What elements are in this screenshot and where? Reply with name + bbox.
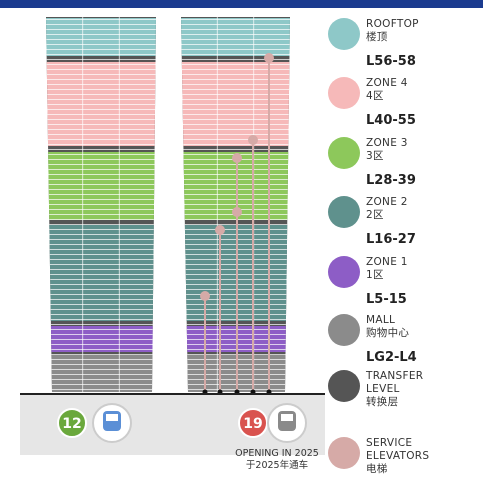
line-number: 19 — [243, 416, 262, 432]
legend-levels: L56-58 — [366, 54, 416, 69]
legend-swatch — [328, 196, 360, 228]
legend-item: ROOFTOP 楼顶 L56-58 — [328, 18, 478, 76]
floor-lines — [46, 17, 156, 392]
legend-label-cn: 购物中心 — [366, 327, 410, 339]
legend-label-cn: 电梯 — [366, 463, 388, 475]
legend-swatch — [328, 370, 360, 402]
legend-label: ZONE 3 — [366, 137, 408, 149]
legend-swatch — [328, 437, 360, 469]
legend-name: ZONE 1 1区 — [366, 256, 448, 282]
legend-name: ROOFTOP 楼顶 — [366, 18, 448, 44]
legend-levels: L5-15 — [366, 292, 407, 307]
elevator-stop — [232, 207, 242, 217]
legend-name: MALL 购物中心 — [366, 314, 448, 340]
legend-levels: L40-55 — [366, 113, 416, 128]
legend-label: TRANSFER LEVEL — [366, 370, 424, 395]
elevator-top — [200, 291, 210, 301]
legend-label: ZONE 1 — [366, 256, 408, 268]
legend-item: SERVICE ELEVATORS 电梯 — [328, 437, 478, 495]
elevator-top — [264, 53, 274, 63]
legend-item: MALL 购物中心 LG2-L4 — [328, 314, 478, 372]
tower-left — [46, 17, 156, 392]
elevator-top — [248, 135, 258, 145]
legend-levels: L16-27 — [366, 232, 416, 247]
legend-item: ZONE 3 3区 L28-39 — [328, 137, 478, 195]
legend-label-cn: 转换层 — [366, 396, 399, 408]
line-badge — [57, 408, 87, 438]
legend-swatch — [328, 256, 360, 288]
legend-item: ZONE 4 4区 L40-55 — [328, 77, 478, 135]
legend-swatch — [328, 137, 360, 169]
floor-lines — [181, 17, 290, 392]
legend-item: ZONE 2 2区 L16-27 — [328, 196, 478, 254]
legend-name: SERVICE ELEVATORS 电梯 — [366, 437, 448, 476]
legend-label-cn: 4区 — [366, 90, 384, 102]
legend-label: ROOFTOP — [366, 18, 419, 30]
legend-label-cn: 楼顶 — [366, 31, 388, 43]
legend-name: ZONE 2 2区 — [366, 196, 448, 222]
legend-name: TRANSFER LEVEL 转换层 — [366, 370, 448, 409]
legend-swatch — [328, 314, 360, 346]
ground-line — [20, 393, 325, 395]
legend-label-cn: 2区 — [366, 209, 384, 221]
legend-label: MALL — [366, 314, 396, 326]
legend-levels: LG2-L4 — [366, 350, 417, 365]
train-window — [106, 414, 118, 421]
legend-swatch — [328, 18, 360, 50]
legend-item: ZONE 1 1区 L5-15 — [328, 256, 478, 314]
legend-item: TRANSFER LEVEL 转换层 — [328, 370, 478, 428]
legend-label: ZONE 2 — [366, 196, 408, 208]
legend-label: ZONE 4 — [366, 77, 408, 89]
legend-levels: L28-39 — [366, 173, 416, 188]
legend-label-cn: 3区 — [366, 150, 384, 162]
metro: 12 19 — [57, 403, 307, 443]
elevator-top — [215, 225, 225, 235]
metro-note-cn: 于2025年通车 — [246, 459, 308, 471]
train-window — [281, 414, 293, 421]
top-bar — [0, 0, 483, 8]
legend-name: ZONE 4 4区 — [366, 77, 448, 103]
line-number: 12 — [62, 416, 81, 432]
legend-label-cn: 1区 — [366, 269, 384, 281]
service-elevators — [200, 53, 274, 395]
legend-name: ZONE 3 3区 — [366, 137, 448, 163]
legend-swatch — [328, 77, 360, 109]
tower-right — [181, 17, 290, 392]
legend-label: SERVICE ELEVATORS — [366, 437, 430, 462]
metro-note: OPENING IN 2025 — [235, 448, 319, 459]
